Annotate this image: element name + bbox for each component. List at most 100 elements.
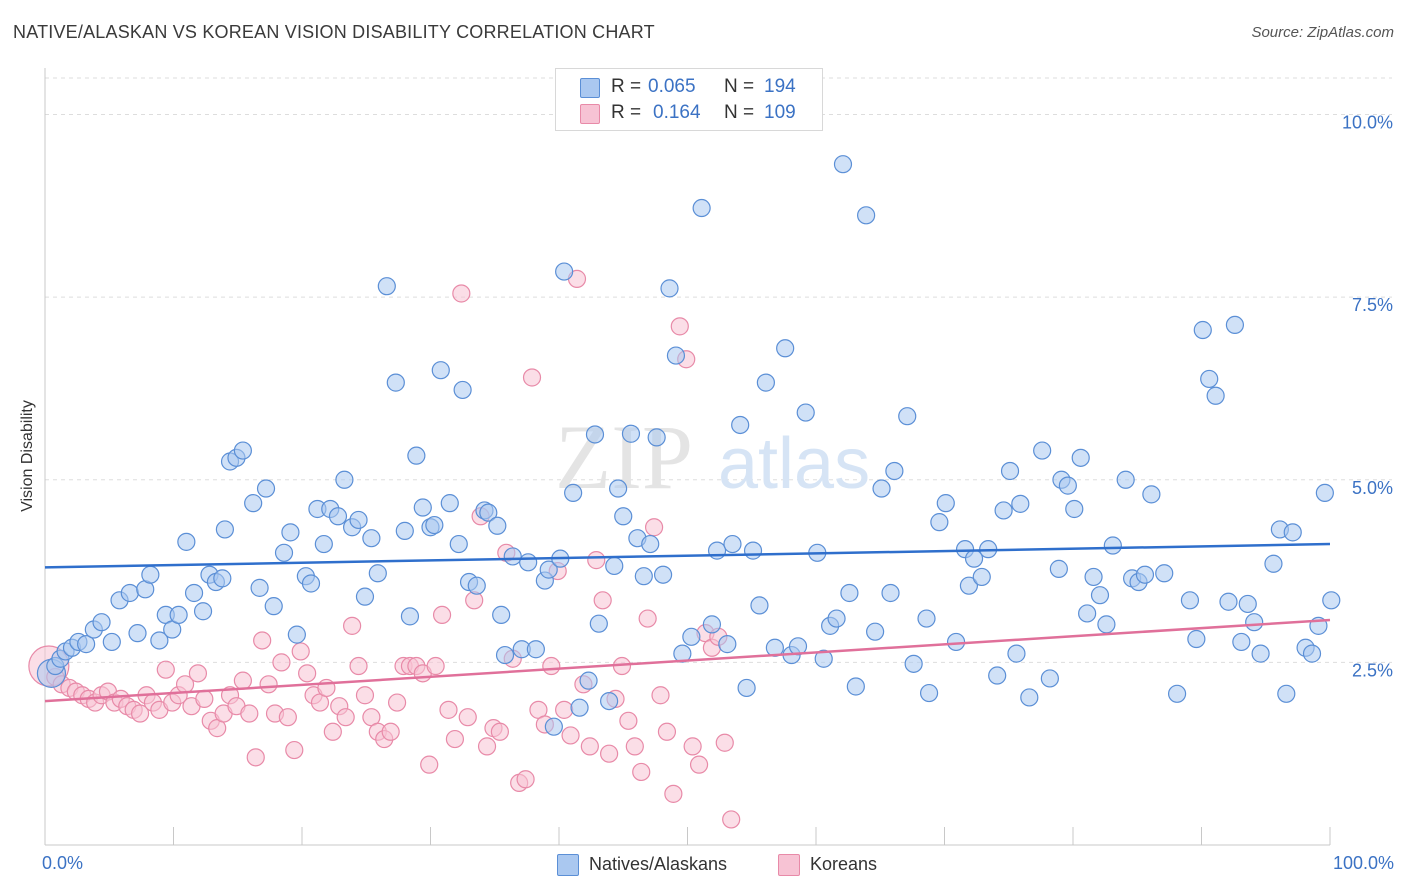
y-tick-label-3: 10.0% [1342,113,1393,133]
native-point-20 [184,583,204,603]
native-point-169 [1251,644,1270,663]
native-point-160 [1187,629,1206,649]
korean-point-60 [426,656,445,676]
native-point-70 [526,640,545,659]
native-point-69 [519,553,538,572]
native-point-136 [1000,461,1020,481]
native-point-146 [1071,448,1090,467]
native-point-57 [440,494,459,513]
native-point-14 [141,565,160,584]
native-point-35 [287,625,306,644]
native-point-95 [692,198,711,218]
native-point-127 [936,494,955,513]
native-point-42 [335,470,354,489]
native-point-49 [386,373,405,392]
native-point-172 [1277,684,1296,703]
native-point-72 [539,560,558,579]
native-point-64 [488,516,507,535]
native-point-162 [1200,369,1219,389]
native-point-175 [1302,644,1322,663]
native-point-31 [256,479,276,498]
korean-point-23 [188,664,208,683]
native-point-84 [614,507,633,526]
native-point-25 [215,520,234,539]
r-label: R = [611,76,642,97]
native-point-34 [281,523,300,542]
stats-box: R = 0.065 N = 194 R = 0.164 N = 109 [555,68,823,131]
native-point-109 [796,403,815,422]
native-point-89 [647,428,666,447]
native-point-37 [301,574,321,593]
native-point-157 [1155,564,1174,583]
native-point-97 [707,541,727,560]
natives-swatch [580,78,600,98]
native-point-46 [362,529,381,548]
native-point-121 [885,461,904,481]
native-point-21 [193,602,213,621]
native-trend-line [44,542,1331,569]
native-point-152 [1116,470,1135,489]
native-point-18 [169,605,188,625]
korean-point-62 [439,700,458,719]
native-point-148 [1084,567,1103,587]
native-point-78 [579,671,598,690]
korean-point-39 [291,642,310,661]
native-point-113 [827,609,846,628]
native-point-134 [988,666,1007,685]
native-point-90 [653,565,673,584]
korean-point-14 [130,704,150,723]
native-point-142 [1049,559,1068,578]
trend-lines [44,542,1331,703]
korean-point-70 [490,722,509,741]
native-point-100 [731,415,750,435]
native-point-117 [857,206,876,225]
legend-label-koreans: Koreans [810,854,878,874]
native-point-47 [368,564,387,583]
native-point-116 [846,677,865,696]
n-label: N = [724,76,755,97]
native-point-103 [750,596,769,615]
korean-point-61 [432,605,452,625]
native-point-73 [544,717,563,736]
native-point-39 [314,534,333,554]
native-point-9 [102,632,121,652]
korean-point-63 [445,729,465,749]
korean-point-53 [381,722,400,741]
korean-point-44 [323,722,342,741]
native-point-159 [1180,591,1200,610]
native-point-132 [972,567,991,587]
native-point-44 [349,510,368,530]
korean-point-38 [285,740,304,760]
korean-point-32 [246,748,265,767]
gridlines [45,77,1392,663]
korean-point-48 [349,656,368,676]
native-point-63 [479,503,498,522]
r-value-natives: 0.065 [648,76,696,97]
chart-title: NATIVE/ALASKAN VS KOREAN VISION DISABILI… [13,22,655,42]
korean-point-97 [664,784,683,803]
korean-point-36 [272,653,291,672]
native-point-155 [1135,565,1155,584]
korean-point-24 [195,689,214,709]
native-point-102 [743,541,763,560]
native-point-135 [994,501,1013,520]
native-point-96 [702,615,722,634]
native-point-144 [1058,476,1077,495]
native-point-65 [492,605,511,625]
native-point-28 [233,441,252,460]
native-point-80 [589,614,608,633]
korean-trend-line [44,618,1331,703]
legend-label-natives: Natives/Alaskans [589,854,728,874]
korean-point-49 [355,686,375,705]
series-natives-alaskans [36,155,1341,736]
native-point-15 [150,631,169,650]
native-point-12 [128,624,147,643]
native-point-79 [585,425,605,444]
korean-point-87 [600,744,619,763]
native-point-6 [77,635,96,654]
native-point-119 [872,479,891,498]
chart-source: Source: ZipAtlas.com [1251,24,1394,41]
native-point-149 [1090,586,1110,605]
korean-point-92 [632,762,651,782]
